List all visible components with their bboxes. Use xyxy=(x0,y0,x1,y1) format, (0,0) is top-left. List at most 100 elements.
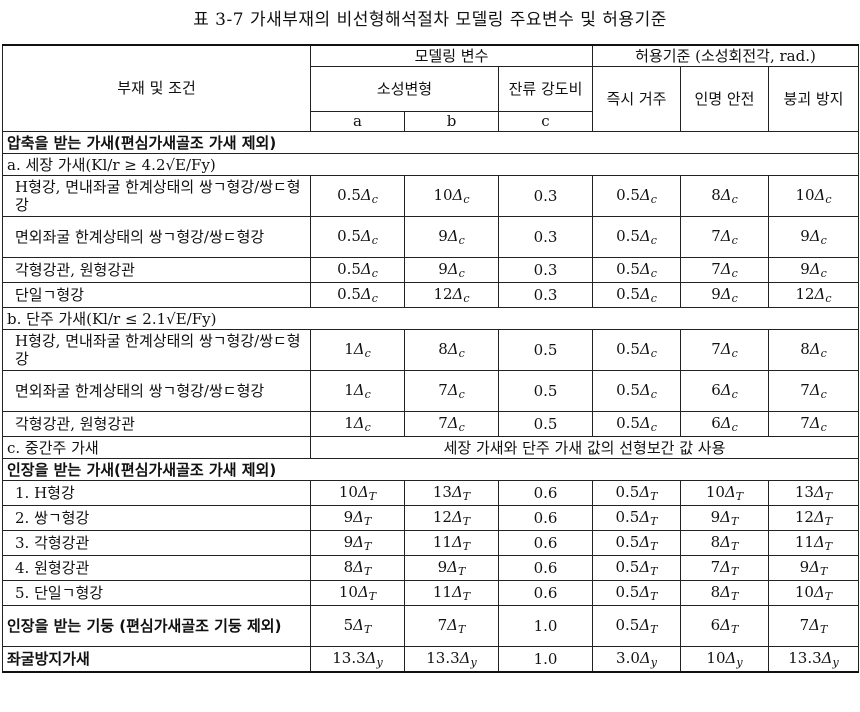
cell-a: 0.5Δc xyxy=(310,257,405,283)
row-label: 5. 단일ㄱ형강 xyxy=(2,580,311,606)
cell-c: 0.3 xyxy=(498,282,593,308)
cell-a: 10ΔT xyxy=(310,480,405,506)
cell-c: 0.3 xyxy=(498,257,593,283)
header-col-a: a xyxy=(310,111,405,132)
cell-a: 0.5Δc xyxy=(310,216,405,258)
cell-ls: 8Δc xyxy=(680,175,769,217)
table-row: H형강, 면내좌굴 한계상태의 쌍ㄱ형강/쌍ㄷ형강 0.5Δc 10Δc 0.3 0.5… xyxy=(2,175,859,217)
cell-c: 0.6 xyxy=(498,480,593,506)
cell-io: 0.5Δc xyxy=(592,370,681,412)
cell-c: 0.6 xyxy=(498,530,593,556)
cell-b: 9Δc xyxy=(404,216,499,258)
table-row: 3. 각형강관 9ΔT 11ΔT 0.6 0.5ΔT 8ΔT 11ΔT xyxy=(2,530,859,556)
row-label: 3. 각형강관 xyxy=(2,530,311,556)
cell-cp: 12ΔT xyxy=(768,505,859,531)
table-row: 좌굴방지가새 13.3Δy 13.3Δy 1.0 3.0Δy 10Δy 13.3Δy xyxy=(2,646,859,673)
cell-io: 0.5ΔT xyxy=(592,505,681,531)
table-caption: 표 3-7 가새부재의 비선형해석절차 모델링 주요변수 및 허용기준 xyxy=(193,10,667,30)
cell-a: 8ΔT xyxy=(310,555,405,581)
cell-cp: 12Δc xyxy=(768,282,859,308)
cell-ls: 7Δc xyxy=(680,257,769,283)
section-buckling-restrained: 좌굴방지가새 xyxy=(2,646,311,673)
cell-ls: 7Δc xyxy=(680,329,769,371)
cell-io: 0.5ΔT xyxy=(592,605,681,647)
section-tension-column: 인장을 받는 기둥 (편심가새골조 기둥 제외) xyxy=(2,605,311,647)
cell-io: 0.5Δc xyxy=(592,216,681,258)
cell-a: 13.3Δy xyxy=(310,646,405,673)
table-row: 면외좌굴 한계상태의 쌍ㄱ형강/쌍ㄷ형강 1Δc 7Δc 0.5 0.5Δc 6Δc 7Δc xyxy=(2,370,859,412)
cell-b: 7ΔT xyxy=(404,605,499,647)
row-label: 1. H형강 xyxy=(2,480,311,506)
section-tension: 인장을 받는 가새(편심가새골조 가새 제외) xyxy=(2,458,859,481)
cell-ls: 10Δy xyxy=(680,646,769,673)
cell-io: 0.5Δc xyxy=(592,282,681,308)
cell-a: 10ΔT xyxy=(310,580,405,606)
cell-a: 1Δc xyxy=(310,370,405,412)
table-row: 면외좌굴 한계상태의 쌍ㄱ형강/쌍ㄷ형강 0.5Δc 9Δc 0.3 0.5Δc 7Δc 9… xyxy=(2,216,859,258)
header-acceptance: 허용기준 (소성회전각, rad.) xyxy=(592,44,859,67)
header-cp: 붕괴 방지 xyxy=(768,66,859,132)
modeling-parameters-table: 부재 및 조건 모델링 변수 허용기준 (소성회전각, rad.) 소성변형 잔… xyxy=(2,44,859,673)
cell-io: 0.5ΔT xyxy=(592,580,681,606)
cell-b: 13.3Δy xyxy=(404,646,499,673)
row-label: 단일ㄱ형강 xyxy=(2,282,311,308)
cell-cp: 9Δc xyxy=(768,216,859,258)
cell-a: 1Δc xyxy=(310,329,405,371)
intermediate-note: 세장 가새와 단주 가새 값의 선형보간 값 사용 xyxy=(310,436,859,459)
row-label: 2. 쌍ㄱ형강 xyxy=(2,505,311,531)
table-row: H형강, 면내좌굴 한계상태의 쌍ㄱ형강/쌍ㄷ형강 1Δc 8Δc 0.5 0.5Δc 7… xyxy=(2,329,859,371)
cell-c: 0.6 xyxy=(498,505,593,531)
cell-c: 0.5 xyxy=(498,411,593,437)
cell-io: 0.5ΔT xyxy=(592,555,681,581)
header-residual-strength: 잔류 강도비 xyxy=(498,66,593,112)
cell-cp: 9ΔT xyxy=(768,555,859,581)
section-slender: a. 세장 가새(Kl/r ≥ 4.2√E/Fy) xyxy=(2,153,859,176)
cell-b: 7Δc xyxy=(404,370,499,412)
header-col-c: c xyxy=(498,111,593,132)
row-label: H형강, 면내좌굴 한계상태의 쌍ㄱ형강/쌍ㄷ형강 xyxy=(2,175,311,217)
row-label: 각형강관, 원형강관 xyxy=(2,411,311,437)
cell-cp: 11ΔT xyxy=(768,530,859,556)
cell-ls: 7ΔT xyxy=(680,555,769,581)
row-label: H형강, 면내좌굴 한계상태의 쌍ㄱ형강/쌍ㄷ형강 xyxy=(2,329,311,371)
cell-b: 9ΔT xyxy=(404,555,499,581)
cell-b: 11ΔT xyxy=(404,530,499,556)
cell-a: 0.5Δc xyxy=(310,175,405,217)
cell-io: 0.5Δc xyxy=(592,411,681,437)
cell-ls: 10ΔT xyxy=(680,480,769,506)
cell-c: 0.3 xyxy=(498,175,593,217)
header-modeling-params: 모델링 변수 xyxy=(310,44,593,67)
header-member-condition: 부재 및 조건 xyxy=(2,44,311,132)
cell-b: 12Δc xyxy=(404,282,499,308)
cell-cp: 10ΔT xyxy=(768,580,859,606)
cell-io: 0.5ΔT xyxy=(592,530,681,556)
cell-ls: 6Δc xyxy=(680,411,769,437)
cell-ls: 8ΔT xyxy=(680,530,769,556)
cell-cp: 10Δc xyxy=(768,175,859,217)
section-compression: 압축을 받는 가새(편심가새골조 가새 제외) xyxy=(2,131,859,154)
table-row: 4. 원형강관 8ΔT 9ΔT 0.6 0.5ΔT 7ΔT 9ΔT xyxy=(2,555,859,581)
cell-io: 0.5Δc xyxy=(592,329,681,371)
row-label: 면외좌굴 한계상태의 쌍ㄱ형강/쌍ㄷ형강 xyxy=(2,370,311,412)
row-label: 4. 원형강관 xyxy=(2,555,311,581)
header-io: 즉시 거주 xyxy=(592,66,681,132)
cell-c: 1.0 xyxy=(498,605,593,647)
cell-c: 0.6 xyxy=(498,580,593,606)
cell-c: 0.5 xyxy=(498,370,593,412)
cell-a: 1Δc xyxy=(310,411,405,437)
table-row: 2. 쌍ㄱ형강 9ΔT 12ΔT 0.6 0.5ΔT 9ΔT 12ΔT xyxy=(2,505,859,531)
cell-a: 9ΔT xyxy=(310,505,405,531)
cell-cp: 8Δc xyxy=(768,329,859,371)
section-stocky: b. 단주 가새(Kl/r ≤ 2.1√E/Fy) xyxy=(2,307,859,330)
cell-b: 7Δc xyxy=(404,411,499,437)
cell-a: 5ΔT xyxy=(310,605,405,647)
cell-io: 3.0Δy xyxy=(592,646,681,673)
row-label: 각형강관, 원형강관 xyxy=(2,257,311,283)
cell-io: 0.5ΔT xyxy=(592,480,681,506)
cell-c: 0.5 xyxy=(498,329,593,371)
header-col-b: b xyxy=(404,111,499,132)
cell-c: 0.6 xyxy=(498,555,593,581)
cell-a: 0.5Δc xyxy=(310,282,405,308)
row-label: 면외좌굴 한계상태의 쌍ㄱ형강/쌍ㄷ형강 xyxy=(2,216,311,258)
table-row: 각형강관, 원형강관 0.5Δc 9Δc 0.3 0.5Δc 7Δc 9Δc xyxy=(2,257,859,283)
